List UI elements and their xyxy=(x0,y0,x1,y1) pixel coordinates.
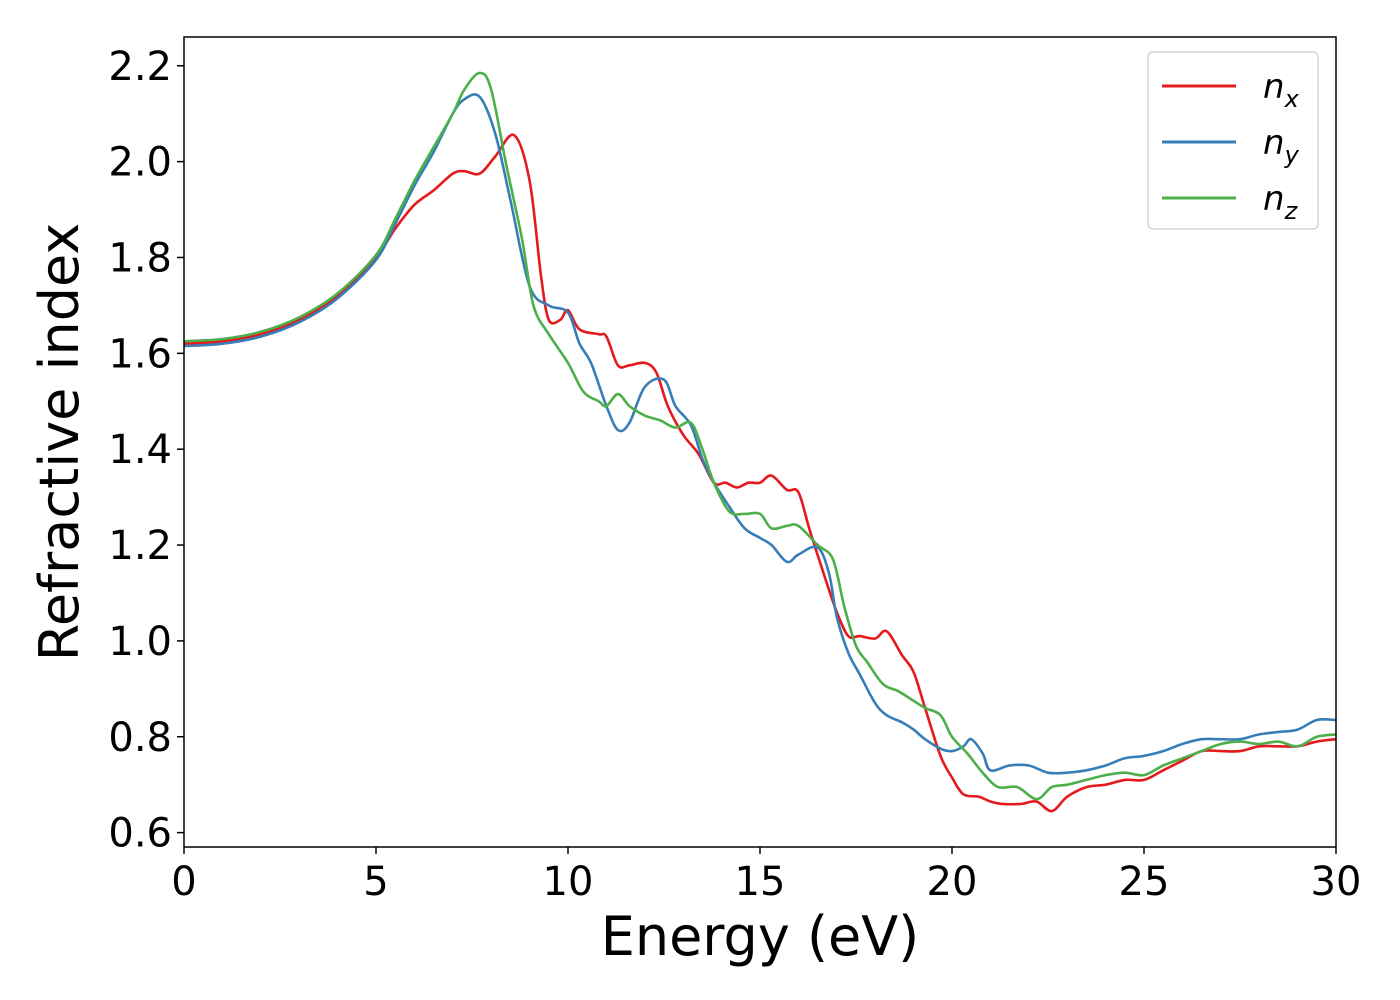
legend-label-z: nz xyxy=(1263,179,1299,225)
x-tick-label: 30 xyxy=(1311,859,1362,905)
series-lines xyxy=(184,71,1336,813)
x-axis-label: Energy (eV) xyxy=(601,905,920,968)
y-tick-label: 2.0 xyxy=(108,140,172,186)
series-line-z xyxy=(184,71,1336,801)
legend-label-y: ny xyxy=(1263,123,1300,169)
y-tick-label: 2.2 xyxy=(108,44,172,90)
y-tick-label: 1.0 xyxy=(108,619,172,665)
x-tick-label: 0 xyxy=(171,859,196,905)
y-axis-ticks: 0.6 0.8 1.0 1.2 1.4 1.6 1.8 2.0 2.2 xyxy=(108,44,184,857)
legend: nx ny nz xyxy=(1147,51,1319,230)
y-tick-label: 1.8 xyxy=(108,235,172,281)
x-tick-label: 25 xyxy=(1119,859,1170,905)
y-tick-label: 1.4 xyxy=(108,427,172,473)
y-axis-label: Refractive index xyxy=(28,223,91,662)
y-tick-label: 0.8 xyxy=(108,715,172,761)
x-tick-label: 20 xyxy=(927,859,978,905)
y-tick-label: 1.6 xyxy=(108,331,172,377)
x-tick-label: 10 xyxy=(543,859,594,905)
series-line-x xyxy=(184,133,1336,813)
x-axis-ticks: 0 5 10 15 20 25 30 xyxy=(171,847,1361,905)
y-tick-label: 0.6 xyxy=(108,811,172,857)
x-tick-label: 15 xyxy=(735,859,786,905)
legend-label-x: nx xyxy=(1263,67,1300,113)
y-tick-label: 1.2 xyxy=(108,523,172,569)
x-tick-label: 5 xyxy=(363,859,388,905)
series-line-y xyxy=(184,93,1336,775)
